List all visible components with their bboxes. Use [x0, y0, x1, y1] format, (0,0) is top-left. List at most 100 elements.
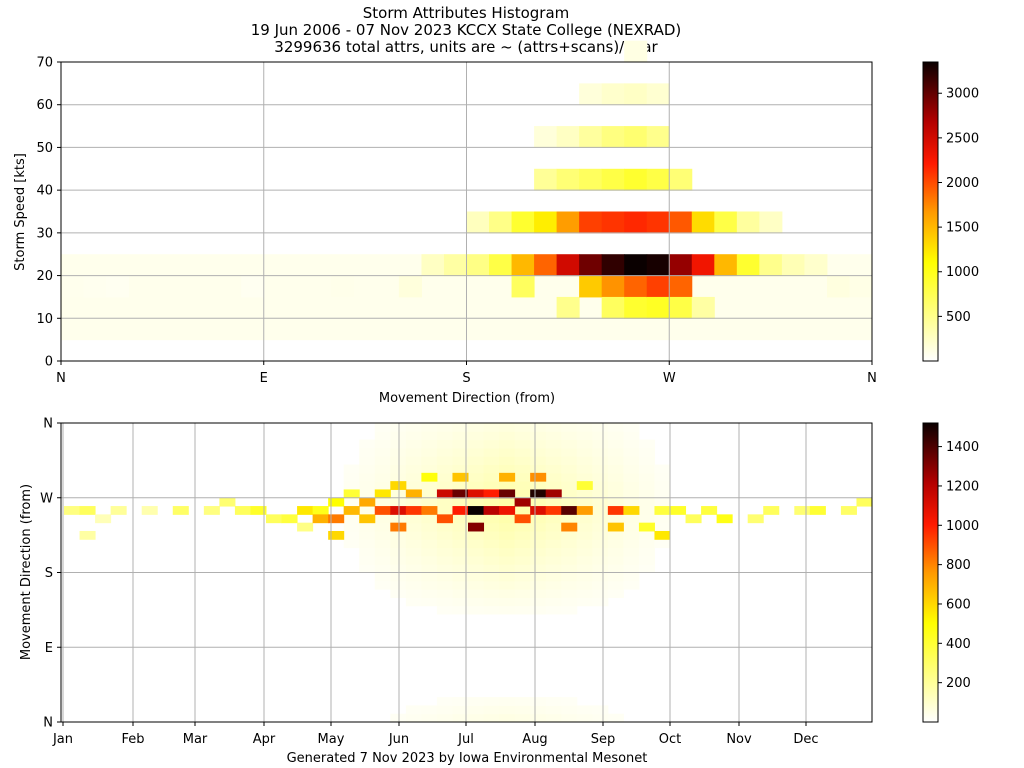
- bottom-heatmap-background-cell: [390, 447, 407, 457]
- bottom-heatmap-cell: [763, 506, 780, 515]
- chart-title-line2: 19 Jun 2006 - 07 Nov 2023 KCCX State Col…: [251, 21, 682, 39]
- bottom-heatmap-cells: [64, 423, 873, 723]
- bottom-heatmap-background-cell: [359, 481, 376, 490]
- bottom-heatmap-background-cell: [436, 506, 453, 515]
- top-heatmap-cell: [601, 254, 625, 277]
- bottom-heatmap-background-cell: [421, 713, 438, 723]
- bottom-heatmap-background-cell: [405, 447, 422, 457]
- bottom-heatmap-background-cell: [499, 447, 516, 457]
- bottom-heatmap-background-cell: [359, 530, 376, 540]
- bottom-heatmap-background-cell: [561, 489, 578, 499]
- bottom-heatmap-background-cell: [452, 605, 469, 615]
- bottom-heatmap-background-cell: [452, 514, 469, 524]
- bottom-heatmap-background-cell: [576, 705, 593, 715]
- bottom-heatmap-background-cell: [623, 431, 640, 441]
- top-y-tick-label: 40: [36, 184, 53, 199]
- bottom-heatmap-cell: [436, 489, 453, 499]
- bottom-heatmap-background-cell: [545, 589, 562, 598]
- bottom-heatmap-background-cell: [436, 713, 453, 723]
- top-heatmap-background-cell: [736, 275, 760, 298]
- bottom-heatmap-cell: [840, 506, 857, 515]
- top-heatmap-background-cell: [151, 254, 175, 277]
- bottom-heatmap-background-cell: [623, 514, 640, 524]
- bottom-heatmap-background-cell: [623, 522, 640, 532]
- bottom-heatmap-background-cell: [452, 481, 469, 490]
- bottom-heatmap-background-cell: [436, 447, 453, 457]
- bottom-heatmap-background-cell: [499, 464, 516, 474]
- bottom-heatmap-background-cell: [514, 564, 531, 573]
- bottom-heatmap-background-cell: [545, 439, 562, 449]
- bottom-heatmap-background-cell: [514, 489, 531, 499]
- top-colorbar-tick-label: 500: [946, 310, 971, 325]
- bottom-heatmap-background-cell: [561, 539, 578, 549]
- top-heatmap-cell: [849, 275, 873, 298]
- top-heatmap-cell: [579, 126, 603, 148]
- bottom-heatmap-cell: [452, 489, 469, 499]
- bottom-heatmap-cell: [576, 506, 593, 515]
- bottom-colorbar-tick-label: 200: [946, 676, 971, 691]
- top-heatmap-background-cell: [173, 254, 197, 277]
- bottom-heatmap-background-cell: [607, 547, 624, 557]
- bottom-heatmap-background-cell: [545, 497, 562, 507]
- bottom-heatmap-cell: [110, 506, 127, 515]
- bottom-heatmap-background-cell: [436, 589, 453, 598]
- bottom-heatmap-background-cell: [514, 423, 531, 432]
- bottom-heatmap-background-cell: [654, 514, 671, 524]
- bottom-heatmap-background-cell: [592, 530, 609, 540]
- top-heatmap-cell: [241, 275, 265, 298]
- bottom-heatmap-background-cell: [576, 522, 593, 532]
- top-y-tick-label: 30: [36, 226, 53, 241]
- bottom-heatmap-background-cell: [576, 497, 593, 507]
- bottom-heatmap-background-cell: [530, 547, 547, 557]
- bottom-heatmap-background-cell: [436, 547, 453, 557]
- bottom-heatmap-background-cell: [623, 481, 640, 490]
- bottom-heatmap-background-cell: [623, 564, 640, 573]
- bottom-heatmap-background-cell: [576, 456, 593, 466]
- top-heatmap-background-cell: [691, 318, 715, 341]
- bottom-heatmap-background-cell: [545, 522, 562, 532]
- bottom-heatmap-background-cell: [592, 514, 609, 524]
- bottom-heatmap-background-cell: [638, 530, 655, 540]
- bottom-heatmap-background-cell: [483, 456, 500, 466]
- bottom-heatmap-background-cell: [545, 464, 562, 474]
- bottom-heatmap-background-cell: [405, 522, 422, 532]
- bottom-heatmap-background-cell: [390, 514, 407, 524]
- top-heatmap-cell: [489, 254, 513, 277]
- bottom-heatmap-background-cell: [483, 514, 500, 524]
- bottom-heatmap-background-cell: [468, 697, 485, 706]
- bottom-heatmap-background-cell: [607, 431, 624, 441]
- bottom-heatmap-background-cell: [390, 572, 407, 582]
- bottom-heatmap-background-cell: [468, 464, 485, 474]
- bottom-heatmap-background-cell: [561, 597, 578, 607]
- top-heatmap-background-cell: [128, 275, 152, 298]
- bottom-heatmap-background-cell: [374, 456, 391, 466]
- bottom-heatmap-background-cell: [530, 431, 547, 441]
- bottom-heatmap-background-cell: [623, 530, 640, 540]
- bottom-heatmap-cell: [452, 472, 469, 482]
- top-heatmap-background-cell: [534, 275, 558, 298]
- bottom-heatmap-background-cell: [421, 547, 438, 557]
- bottom-heatmap-background-cell: [468, 530, 485, 540]
- bottom-heatmap-background-cell: [545, 605, 562, 615]
- bottom-heatmap-background-cell: [545, 713, 562, 723]
- top-heatmap-background-cell: [398, 254, 422, 277]
- bottom-heatmap-background-cell: [592, 489, 609, 499]
- bottom-heatmap-background-cell: [374, 431, 391, 441]
- bottom-heatmap-background-cell: [623, 539, 640, 549]
- bottom-heatmap-background-cell: [514, 539, 531, 549]
- top-heatmap-background-cell: [128, 318, 152, 341]
- bottom-heatmap-background-cell: [592, 481, 609, 490]
- bottom-heatmap-background-cell: [545, 431, 562, 441]
- bottom-heatmap-background-cell: [576, 431, 593, 441]
- bottom-x-tick-label: Aug: [522, 732, 547, 747]
- bottom-heatmap-background-cell: [514, 597, 531, 607]
- bottom-heatmap-background-cell: [452, 522, 469, 532]
- bottom-heatmap-background-cell: [530, 514, 547, 524]
- bottom-heatmap-background-cell: [592, 497, 609, 507]
- bottom-heatmap-background-cell: [483, 539, 500, 549]
- bottom-heatmap-cell: [607, 506, 624, 515]
- bottom-heatmap-background-cell: [607, 497, 624, 507]
- top-y-tick-label: 60: [36, 98, 53, 113]
- bottom-x-tick-label: Jun: [388, 732, 409, 747]
- bottom-heatmap-background-cell: [592, 589, 609, 598]
